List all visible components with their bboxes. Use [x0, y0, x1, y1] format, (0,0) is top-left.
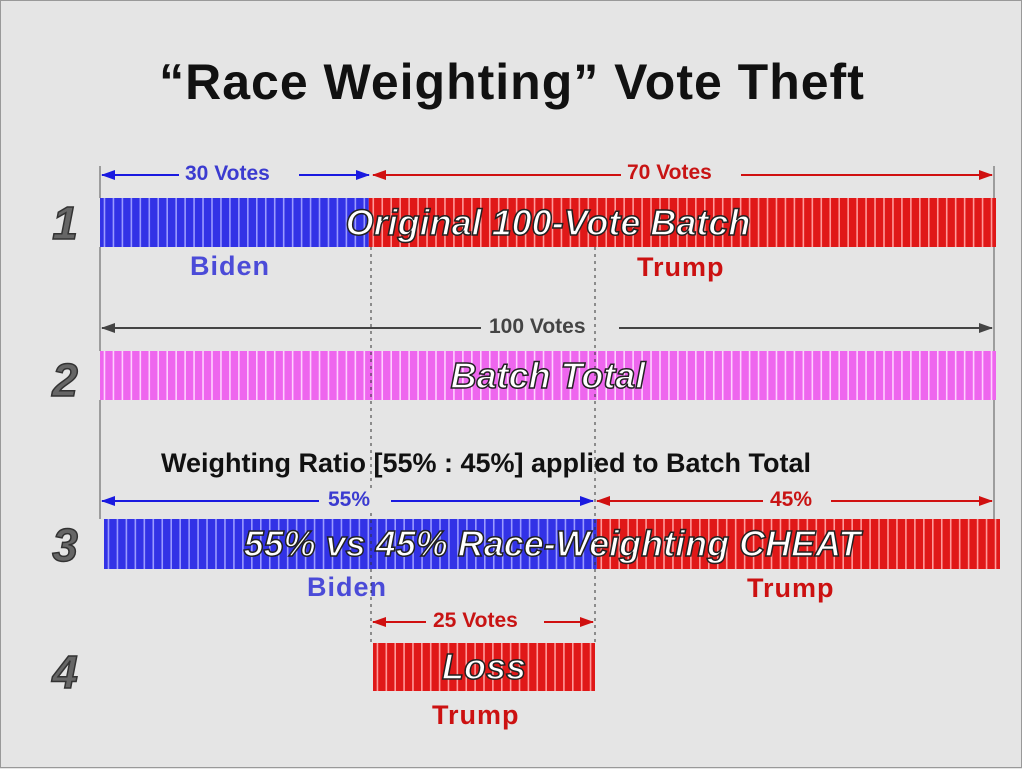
row-1-trump-dimension: 70 Votes	[623, 161, 716, 185]
row-2-number: 2	[51, 353, 78, 407]
race-weighting-bar-label: 55% vs 45% Race-Weighting CHEAT	[243, 522, 861, 565]
row-2-total-dimension: 100 Votes	[485, 315, 590, 339]
row-3-trump-label: Trump	[747, 573, 835, 603]
row-4-loss-dimension: 25 Votes	[429, 609, 522, 633]
loss-bar: Loss	[373, 643, 595, 691]
row-1-biden-dimension: 30 Votes	[181, 162, 274, 186]
loss-bar-label: Loss	[441, 645, 527, 688]
batch-total-bar: Batch Total	[100, 351, 996, 400]
bar1-stripes	[100, 198, 996, 247]
bar4-stripes	[373, 643, 595, 691]
row-4-trump-label: Trump	[432, 700, 520, 730]
row-1-trump-label: Trump	[637, 252, 725, 282]
weighting-ratio-text: Weighting Ratio [55% : 45%] applied to B…	[161, 448, 812, 478]
bar1-segment-trump	[368, 198, 996, 247]
bar2-stripes	[100, 351, 996, 400]
batch-total-bar-label: Batch Total	[450, 354, 646, 397]
row-3-biden-dimension: 55%	[324, 488, 375, 512]
bar2-segment-total	[100, 351, 996, 400]
original-batch-bar: Original 100-Vote Batch	[100, 198, 996, 247]
page-title: “Race Weighting” Vote Theft	[159, 54, 865, 110]
original-batch-bar-label: Original 100-Vote Batch	[345, 201, 751, 244]
row-3-biden-label: Biden	[307, 572, 388, 602]
bar3-stripes	[104, 519, 1000, 569]
bar1-segment-biden	[100, 198, 369, 247]
row-3-trump-dimension: 45%	[766, 488, 817, 512]
row-1-number: 1	[51, 196, 78, 250]
row-3-number: 3	[51, 518, 78, 572]
race-weighting-bar: 55% vs 45% Race-Weighting CHEAT	[104, 519, 1000, 569]
row-1-biden-label: Biden	[190, 251, 271, 281]
row-4-number: 4	[51, 645, 78, 699]
